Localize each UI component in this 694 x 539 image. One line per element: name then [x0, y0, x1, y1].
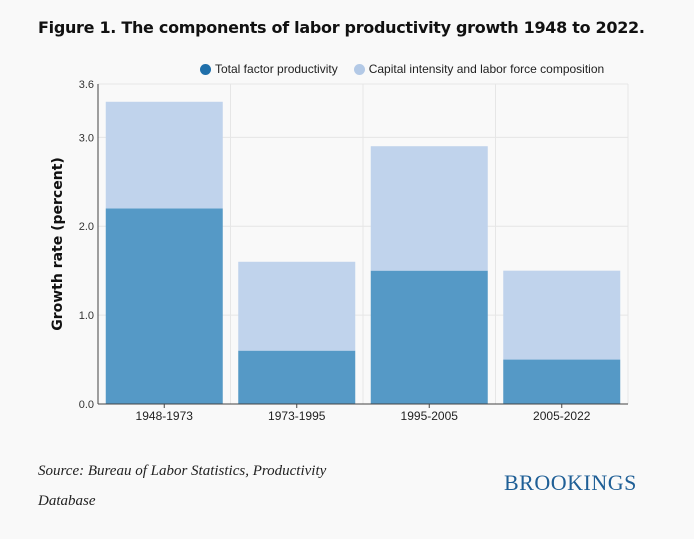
legend-label-capital: Capital intensity and labor force compos…	[368, 62, 605, 76]
bar-capital	[370, 146, 488, 271]
x-tick-label: 1948-1973	[136, 409, 194, 423]
bar-tfp	[105, 208, 223, 404]
bar-capital	[105, 101, 223, 209]
source-note: Source: Bureau of Labor Statistics, Prod…	[38, 463, 327, 509]
legend-swatch-tfp	[200, 63, 211, 75]
x-tick-label: 2005-2022	[533, 409, 591, 423]
y-tick-label: 2.0	[79, 221, 94, 233]
axes: 0.0 1.0 2.0 3.0 3.6 1948-1973 1973-1995 1995-20…	[79, 79, 628, 423]
bars	[105, 101, 621, 404]
brookings-logo: BROOKINGS	[504, 470, 637, 495]
bar-capital	[238, 261, 356, 351]
legend-swatch-capital	[353, 63, 365, 75]
legend-item-tfp: Total factor productivity	[200, 62, 338, 76]
legend: Total factor productivity Capital intens…	[200, 62, 620, 76]
bar-tfp	[370, 270, 488, 404]
legend-item-capital: Capital intensity and labor force compos…	[353, 62, 605, 76]
x-tick-label: 1995-2005	[401, 409, 459, 423]
y-tick-label: 3.6	[79, 79, 94, 91]
y-axis-label: Growth rate (percent)	[50, 157, 66, 331]
x-tick-label: 1973-1995	[268, 409, 326, 423]
bar-capital	[503, 270, 621, 360]
chart-title: Figure 1. The components of labor produc…	[38, 18, 645, 37]
bar-tfp	[238, 350, 356, 404]
legend-label-tfp: Total factor productivity	[215, 62, 338, 76]
bar-tfp	[503, 359, 621, 404]
y-tick-label: 3.0	[79, 132, 94, 144]
y-tick-label: 0.0	[79, 399, 94, 411]
y-tick-label: 1.0	[79, 310, 94, 322]
